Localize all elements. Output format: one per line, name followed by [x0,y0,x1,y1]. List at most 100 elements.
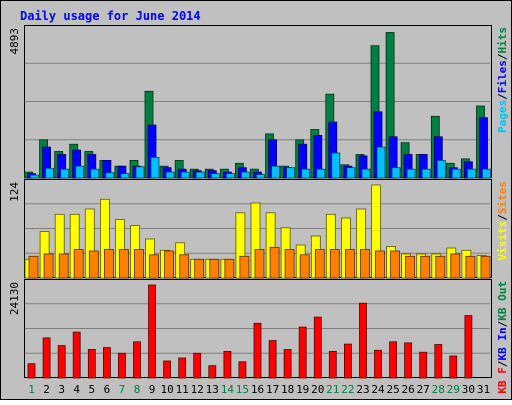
legend-bottom: KB F/KB In/KB Out [496,281,509,394]
bar-pages-day-23 [361,168,371,179]
x-tick-label: 30 [462,383,475,396]
x-tick-label: 26 [401,383,414,396]
bar-pages-day-24 [376,146,386,179]
bar-pages-day-28 [436,159,446,179]
legend-item: / [496,360,509,367]
bar-sites-day-29 [450,253,461,279]
x-tick-label: 14 [221,383,235,396]
legend-middle: Visits/Sites [496,181,509,261]
x-tick-label: 7 [119,383,126,396]
bar-pages-day-15 [240,171,250,179]
bar-sites-day-13 [209,258,220,279]
bar-sites-day-18 [284,249,295,279]
bar-sites-day-17 [269,246,280,279]
bar-kb-f-day-11 [178,357,187,379]
bar-kb-f-day-5 [87,349,96,379]
legend-item: KB Out [496,281,509,321]
x-tick-label: 3 [58,383,65,396]
x-tick-label: 9 [149,383,156,396]
bar-kb-f-day-15 [238,361,247,379]
bar-pages-day-29 [451,168,461,179]
bar-kb-f-day-3 [57,345,66,379]
legend-top: Pages/Files/Hits [496,27,509,133]
bar-sites-day-6 [104,249,114,279]
x-tick-label: 19 [296,383,309,396]
bar-pages-day-21 [331,152,341,179]
bar-pages-day-17 [271,165,281,179]
bar-sites-day-11 [179,254,190,279]
bar-pages-day-20 [316,168,326,179]
bar-sites-day-22 [344,249,355,279]
bar-sites-day-19 [299,254,310,279]
bar-pages-day-19 [301,168,311,179]
legend-item: Files [496,60,509,93]
legend-item: KB In [496,327,509,360]
x-tick-label: 23 [356,383,369,396]
bar-kb-f-day-18 [283,349,292,379]
bar-kb-f-day-20 [313,316,322,379]
x-tick-label: 1 [28,383,35,396]
bar-pages-day-4 [75,165,85,179]
bar-kb-f-day-7 [118,352,126,379]
x-tick-label: 29 [447,383,460,396]
x-tick-label: 31 [477,383,490,396]
y-max-label: 24130 [8,282,21,315]
bar-sites-day-24 [375,250,385,279]
x-tick-label: 8 [134,383,141,396]
x-tick-label: 27 [417,383,430,396]
bar-pages-day-13 [210,173,220,179]
x-tick-label: 20 [311,383,324,396]
bar-sites-day-10 [164,250,175,279]
bar-pages-day-25 [391,167,401,179]
bar-pages-day-1 [30,174,39,179]
x-tick-label: 12 [191,383,204,396]
bar-kb-f-day-22 [343,343,352,379]
bar-sites-day-23 [360,249,370,279]
x-tick-label: 4 [73,383,80,396]
bar-pages-day-9 [150,156,160,179]
bar-kb-f-day-26 [404,342,413,379]
x-tick-label: 16 [251,383,264,396]
bar-pages-day-6 [105,172,115,179]
bar-pages-day-16 [256,174,265,179]
bar-pages-day-12 [195,171,205,179]
bar-sites-day-3 [58,253,69,279]
y-max-label: 124 [8,182,21,202]
bar-sites-day-20 [314,249,325,279]
x-tick-label: 25 [386,383,399,396]
bar-sites-day-5 [88,250,99,279]
bar-pages-day-3 [60,168,70,179]
bar-kb-f-day-29 [449,355,458,379]
bar-pages-day-27 [421,168,431,179]
x-tick-label: 15 [236,383,249,396]
bar-kb-f-day-6 [103,347,111,379]
x-tick-label: 11 [176,383,189,396]
bar-kb-f-day-23 [359,302,367,379]
x-tick-label: 24 [371,383,385,396]
legend-item: / [496,93,509,100]
bar-sites-day-28 [435,255,446,279]
bar-sites-day-9 [149,254,159,279]
x-axis-labels: 1 2 3 4 5 6 7 8 9 10 11 12 13 14 15 16 17 18 19 20 21 22 23 24 2… [28,383,490,396]
bar-kb-f-day-12 [193,352,202,379]
bar-kb-f-day-28 [434,344,443,379]
bar-kb-f-day-25 [389,341,398,379]
legend-item: Hits [496,27,509,54]
bar-sites-day-15 [239,255,250,279]
x-tick-label: 10 [160,383,173,396]
bar-sites-day-21 [329,249,340,279]
bar-kb-f-day-2 [42,337,51,379]
bar-kb-f-day-16 [253,322,262,379]
bar-kb-f-day-1 [27,363,36,379]
bar-pages-day-11 [180,171,190,179]
bar-pages-day-8 [135,166,145,179]
bar-kb-f-day-19 [298,326,307,379]
x-tick-label: 17 [266,383,279,396]
y-max-label: 4893 [8,28,21,55]
bar-pages-day-22 [346,167,356,179]
x-tick-label: 28 [432,383,445,396]
